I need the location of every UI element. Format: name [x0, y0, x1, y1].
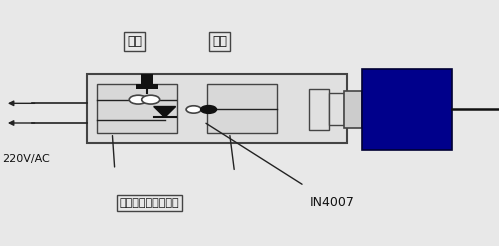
- Bar: [136, 84, 158, 89]
- Bar: [362, 69, 452, 150]
- Text: 220V/AC: 220V/AC: [2, 154, 50, 164]
- Bar: [309, 89, 329, 130]
- Bar: [329, 93, 344, 125]
- Circle shape: [142, 95, 160, 104]
- Bar: [97, 84, 177, 133]
- Bar: [141, 74, 154, 84]
- Text: 加热: 加热: [212, 35, 227, 48]
- Bar: [344, 91, 362, 128]
- Bar: [207, 84, 277, 133]
- Circle shape: [186, 106, 201, 113]
- Text: 电烙铁手柄内部电路: 电烙铁手柄内部电路: [120, 198, 180, 208]
- Circle shape: [129, 95, 147, 104]
- Circle shape: [201, 106, 217, 113]
- Bar: [87, 74, 347, 143]
- Text: IN4007: IN4007: [309, 197, 354, 209]
- Text: 保温: 保温: [127, 35, 142, 48]
- Polygon shape: [154, 107, 176, 117]
